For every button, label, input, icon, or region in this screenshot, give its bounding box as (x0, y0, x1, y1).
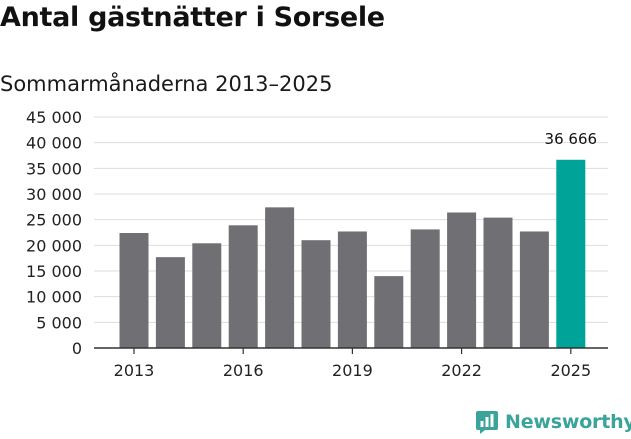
bar-2017 (265, 207, 295, 348)
chart-title: Antal gästnätter i Sorsele (0, 2, 385, 33)
bar-2019 (337, 231, 367, 348)
y-tick-label: 25 000 (26, 211, 82, 230)
x-tick-label: 2013 (114, 361, 155, 380)
bar-2013 (119, 233, 149, 348)
y-tick-label: 10 000 (26, 288, 82, 307)
bar-2020 (374, 276, 404, 348)
y-tick-label: 45 000 (26, 108, 82, 127)
y-tick-label: 15 000 (26, 262, 82, 281)
y-tick-label: 30 000 (26, 185, 82, 204)
bar-2014 (155, 257, 185, 348)
bar-2016 (228, 225, 258, 348)
x-tick-label: 2025 (550, 361, 591, 380)
bar-2022 (447, 212, 477, 348)
y-tick-label: 40 000 (26, 134, 82, 153)
bar-2025 (556, 159, 586, 348)
chart-subtitle: Sommarmånaderna 2013–2025 (0, 72, 333, 96)
y-tick-label: 20 000 (26, 236, 82, 255)
brand-name: Newsworthy (505, 411, 631, 433)
bar-2023 (483, 217, 513, 348)
x-tick-label: 2022 (441, 361, 482, 380)
y-tick-label: 5 000 (36, 313, 82, 332)
x-tick-label: 2019 (332, 361, 373, 380)
brand-logo: Newsworthy (476, 409, 631, 435)
y-tick-label: 0 (72, 339, 82, 358)
bar-2015 (192, 243, 222, 348)
data-label-annotation: 36 666 (545, 130, 598, 148)
y-tick-label: 35 000 (26, 159, 82, 178)
bar-2021 (410, 229, 440, 348)
x-tick-label: 2016 (223, 361, 264, 380)
newsworthy-logo-icon (476, 411, 498, 434)
bar-2018 (301, 240, 331, 348)
bar-2024 (519, 231, 549, 348)
